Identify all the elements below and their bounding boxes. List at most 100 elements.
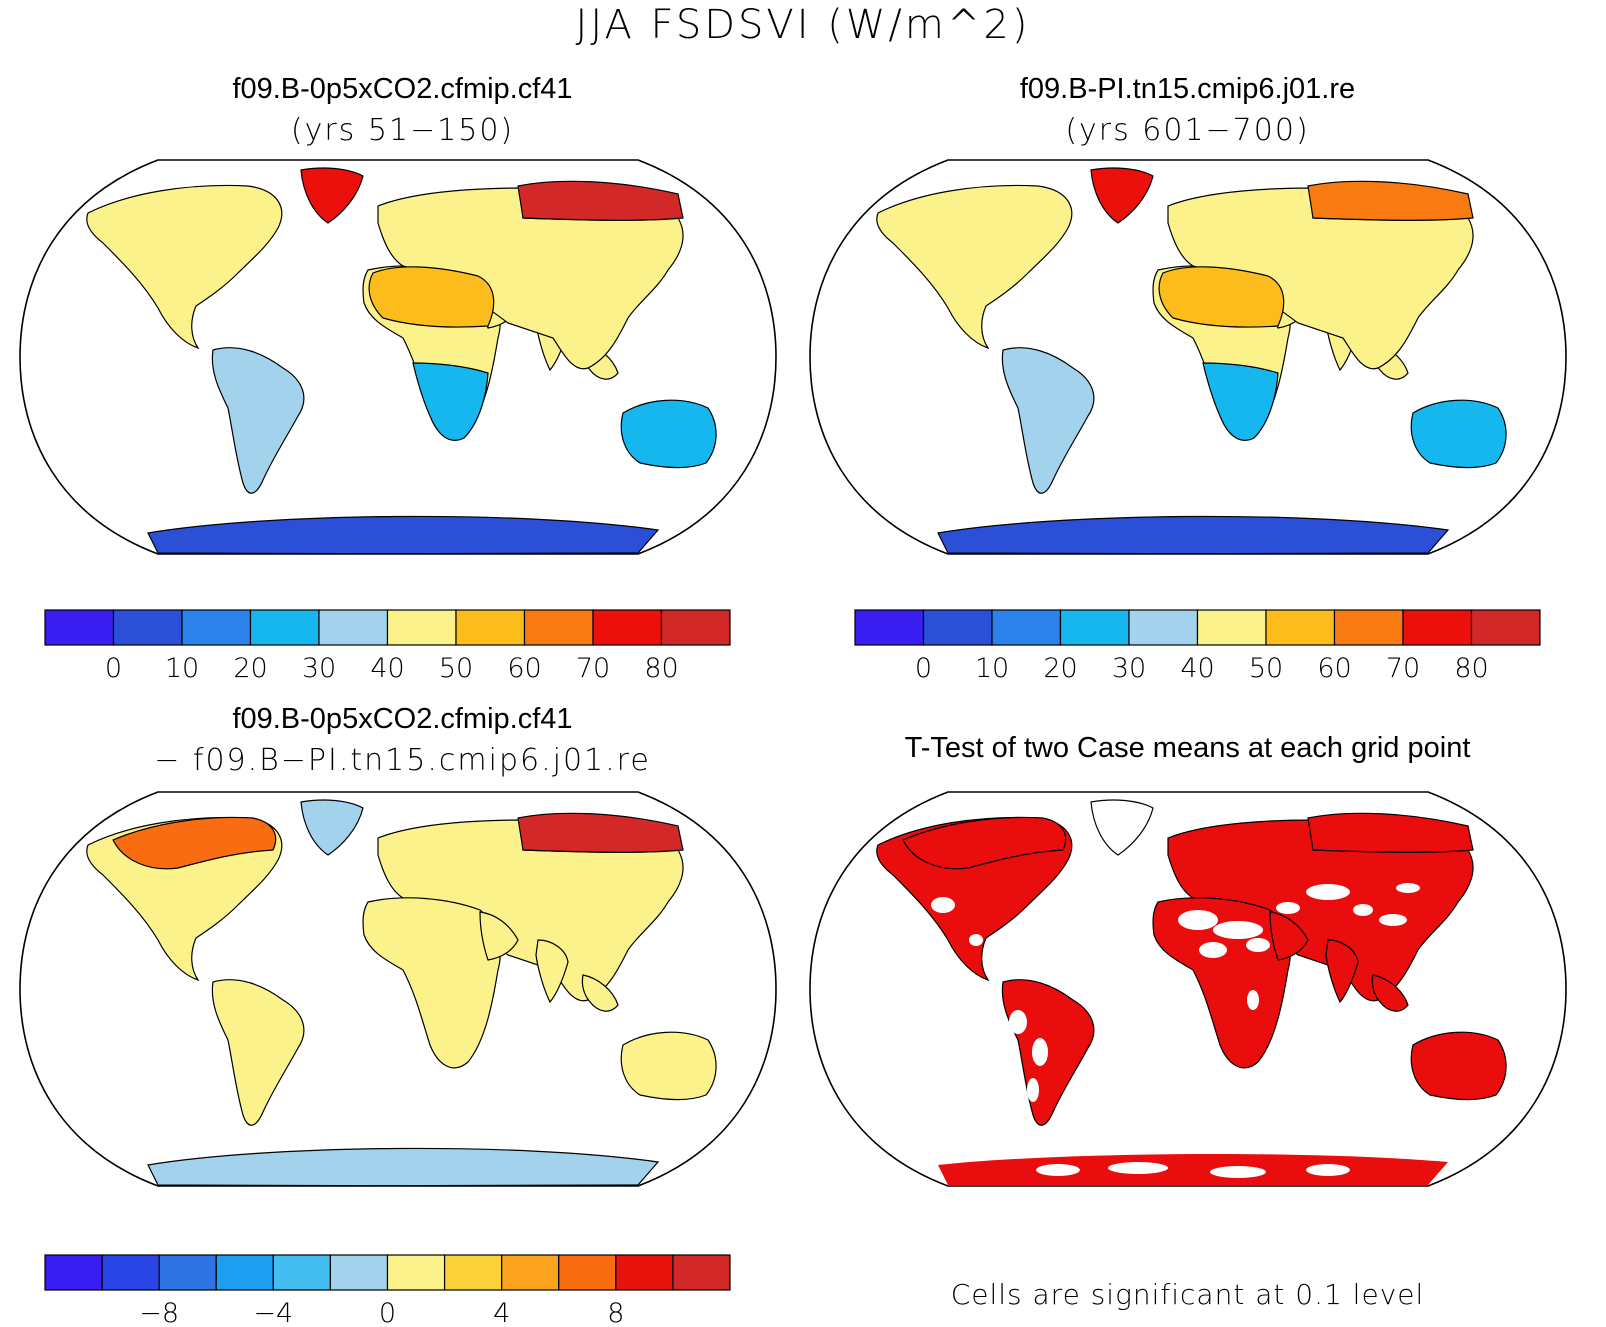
main-title: JJA FSDSVI (W/m^2): [575, 2, 1031, 48]
region-sahara: [1158, 266, 1285, 328]
colorbar-tick-label: 30: [1112, 653, 1146, 684]
panel-title-difference: f09.B-0p5xCO2.cfmip.cf41: [232, 703, 573, 735]
map-ttest: [809, 791, 1567, 1187]
nonsignif-cell: [1009, 1010, 1027, 1034]
colorbar-tick-label: 70: [1386, 653, 1420, 684]
colorbar-swatch: [592, 609, 663, 646]
map-case: [19, 159, 777, 555]
colorbar-swatch: [181, 609, 252, 646]
panel-title-case: f09.B-0p5xCO2.cfmip.cf41: [232, 73, 573, 105]
signif-southeast-asia: [1371, 974, 1409, 1012]
nonsignif-cell: [1276, 902, 1300, 914]
region-north-america: [86, 184, 283, 350]
region-africa: [362, 897, 501, 1069]
map-border: [809, 159, 1567, 555]
colorbar-tick-label: 60: [1317, 653, 1351, 684]
colorbar-tick-label: 40: [370, 653, 404, 684]
nonsignif-cell: [931, 897, 955, 913]
nonsignif-cell: [1032, 1038, 1048, 1066]
region-arabia: [479, 911, 519, 961]
panel-title-control: f09.B-PI.tn15.cmip6.j01.re: [1019, 73, 1356, 105]
colorbar-swatch: [112, 609, 183, 646]
nonsignif-cell: [1246, 938, 1270, 952]
region-south-america: [211, 979, 305, 1126]
colorbar-swatch: [249, 609, 320, 646]
region-australia: [620, 1031, 717, 1101]
colorbar-tick-label: 80: [1454, 653, 1488, 684]
region-australia: [1410, 399, 1507, 469]
colorbar-swatch: [329, 1254, 389, 1291]
signif-india: [1325, 939, 1359, 1004]
signif-antarctica: [938, 1154, 1448, 1185]
colorbar-swatch: [1265, 609, 1336, 646]
nonsignif-cell: [1379, 914, 1407, 926]
colorbar-swatch: [215, 1254, 274, 1291]
colorbar-control: 0 10 20 30 40 50 60 70 80: [854, 609, 1541, 684]
panel-subtitle-difference: − f09.B−PI.tn15.cmip6.j01.re: [154, 743, 651, 778]
colorbar-swatch: [318, 609, 389, 646]
region-greenland: [300, 167, 364, 224]
colorbar-case: 0 10 20 30 40 50 60 70 80: [44, 609, 731, 684]
map-control: [809, 159, 1567, 555]
map-border: [809, 791, 1567, 1187]
region-southern-africa: [1202, 362, 1279, 441]
colorbar-swatch: [101, 1254, 160, 1291]
colorbar-swatch: [44, 1254, 103, 1291]
region-northern-siberia: [517, 180, 684, 221]
colorbar-swatch: [44, 609, 115, 646]
colorbar-difference: −8 −4 0 4 8: [44, 1254, 731, 1327]
colorbar-tick-label: 0: [105, 653, 122, 684]
colorbar-swatch: [1128, 609, 1199, 646]
colorbar-swatch: [1059, 609, 1130, 646]
colorbar-swatch: [672, 1254, 731, 1291]
nonsignif-cell: [1306, 1164, 1350, 1176]
nonsignif-cell: [1213, 921, 1263, 939]
map-border: [19, 159, 777, 555]
colorbar-swatch: [1196, 609, 1267, 646]
colorbar-tick-label: 10: [165, 653, 199, 684]
region-canadian-arctic: [112, 816, 277, 870]
colorbar-tick-label: −8: [139, 1298, 179, 1327]
nonsignif-cell: [1036, 1164, 1080, 1176]
region-greenland: [300, 799, 364, 856]
nonsignif-cell: [969, 934, 983, 946]
region-southern-africa: [412, 362, 489, 441]
colorbar-swatch: [1333, 609, 1404, 646]
signif-canadian-arctic: [902, 816, 1067, 870]
nonsignif-cell: [1199, 942, 1227, 958]
colorbar-tick-label: 30: [302, 653, 336, 684]
nonsignif-cell: [1353, 904, 1373, 916]
significance-note: Cells are significant at 0.1 level: [950, 1278, 1425, 1311]
map-border: [19, 791, 777, 1187]
nonsignif-cell: [1247, 990, 1259, 1010]
signif-northern-siberia: [1307, 812, 1474, 853]
colorbar-swatch: [1402, 609, 1473, 646]
colorbar-swatch: [523, 609, 594, 646]
colorbar-swatch: [386, 609, 457, 646]
colorbar-swatch: [158, 1254, 217, 1291]
colorbar-swatch: [1470, 609, 1541, 646]
colorbar-tick-label: 50: [1249, 653, 1283, 684]
colorbar-swatch: [272, 1254, 332, 1291]
colorbar-swatch: [455, 609, 526, 646]
colorbar-tick-label: 50: [439, 653, 473, 684]
signif-australia: [1410, 1031, 1507, 1101]
colorbar-swatch: [386, 1254, 446, 1291]
region-northern-siberia: [517, 812, 684, 853]
region-south-america: [1001, 347, 1095, 494]
colorbar-swatch: [922, 609, 993, 646]
nonsignif-cell: [1108, 1162, 1168, 1174]
colorbar-tick-label: −4: [253, 1298, 293, 1327]
nonsignif-cell: [1396, 883, 1420, 893]
colorbar-tick-label: 20: [233, 653, 267, 684]
region-southeast-asia: [581, 974, 619, 1012]
colorbar-tick-label: 20: [1043, 653, 1077, 684]
region-south-america: [211, 347, 305, 494]
nonsignif-greenland: [1090, 799, 1154, 856]
colorbar-tick-label: 8: [607, 1298, 624, 1327]
colorbar-tick-label: 60: [507, 653, 541, 684]
panel-subtitle-case: (yrs 51−150): [290, 113, 515, 148]
region-sahara: [368, 266, 495, 328]
region-northern-siberia: [1307, 180, 1474, 221]
colorbar-tick-label: 0: [915, 653, 932, 684]
